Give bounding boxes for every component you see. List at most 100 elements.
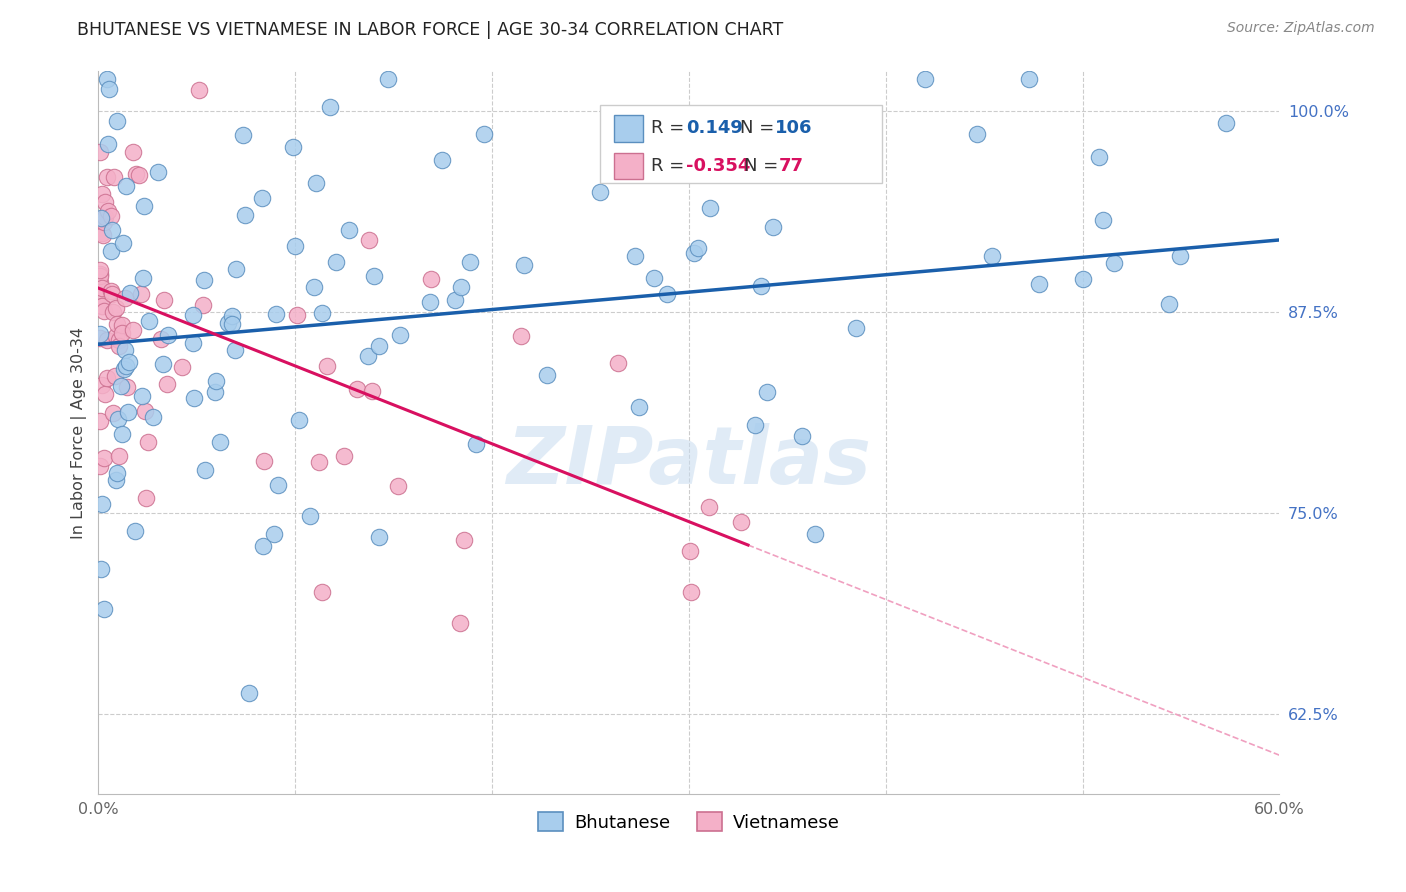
Point: [264, 307, 287, 321]
Point: [224, 343, 246, 358]
Point: [91, 281, 114, 295]
Point: [221, 309, 243, 323]
Point: [101, 305, 124, 319]
Point: [122, 323, 145, 337]
Point: [359, 233, 381, 247]
Point: [472, 127, 495, 141]
Point: [263, 527, 285, 541]
Point: [325, 254, 347, 268]
Point: [188, 83, 211, 97]
Point: [90, 211, 112, 225]
Point: [225, 261, 247, 276]
Point: [643, 270, 665, 285]
Point: [337, 223, 360, 237]
Point: [914, 72, 936, 87]
Point: [96, 333, 118, 347]
Point: [115, 380, 138, 394]
Point: [105, 114, 128, 128]
Point: [170, 359, 193, 374]
Text: N =: N =: [744, 157, 783, 175]
Point: [450, 616, 472, 631]
Point: [252, 539, 274, 553]
Point: [419, 272, 441, 286]
Point: [93, 214, 115, 228]
Point: [132, 198, 155, 212]
Point: [419, 294, 441, 309]
Point: [114, 359, 136, 373]
Point: [131, 286, 153, 301]
Point: [90, 186, 112, 201]
Point: [90, 497, 112, 511]
Point: [744, 418, 766, 433]
Text: Source: ZipAtlas.com: Source: ZipAtlas.com: [1227, 21, 1375, 36]
Point: [105, 301, 128, 316]
Point: [89, 331, 111, 345]
Point: [110, 379, 132, 393]
Text: -0.354: -0.354: [686, 157, 751, 175]
Point: [679, 544, 702, 558]
Point: [93, 387, 115, 401]
Point: [128, 168, 150, 182]
Point: [305, 177, 328, 191]
Point: [91, 226, 114, 240]
Point: [319, 100, 342, 114]
Point: [108, 334, 131, 348]
Point: [114, 179, 136, 194]
Point: [118, 285, 141, 300]
Point: [1088, 150, 1111, 164]
Point: [444, 293, 467, 307]
Point: [966, 127, 988, 141]
Point: [112, 235, 135, 250]
Text: BHUTANESE VS VIETNAMESE IN LABOR FORCE | AGE 30-34 CORRELATION CHART: BHUTANESE VS VIETNAMESE IN LABOR FORCE |…: [77, 21, 783, 39]
Legend: Bhutanese, Vietnamese: Bhutanese, Vietnamese: [530, 805, 848, 839]
Point: [458, 255, 481, 269]
Point: [681, 584, 703, 599]
Point: [89, 458, 111, 473]
Point: [111, 426, 134, 441]
Point: [93, 602, 115, 616]
Point: [91, 299, 114, 313]
Point: [105, 466, 128, 480]
Point: [156, 327, 179, 342]
Point: [233, 208, 256, 222]
Point: [205, 374, 228, 388]
Point: [91, 211, 114, 226]
Point: [104, 368, 127, 383]
Point: [91, 228, 114, 243]
Point: [89, 269, 111, 284]
Point: [308, 455, 330, 469]
Point: [204, 384, 226, 399]
Point: [311, 585, 333, 599]
Point: [285, 308, 308, 322]
Point: [266, 477, 288, 491]
Point: [388, 327, 411, 342]
Point: [311, 306, 333, 320]
Point: [730, 515, 752, 529]
Point: [1102, 256, 1125, 270]
Point: [108, 339, 131, 353]
Point: [94, 210, 117, 224]
Point: [91, 299, 114, 313]
Point: [101, 286, 124, 301]
Point: [1028, 277, 1050, 291]
Point: [627, 400, 650, 414]
Point: [104, 329, 127, 343]
Point: [181, 308, 204, 322]
Point: [790, 429, 813, 443]
Point: [114, 343, 136, 357]
Point: [430, 153, 453, 168]
Point: [112, 361, 135, 376]
Point: [117, 405, 139, 419]
Point: [1168, 249, 1191, 263]
Point: [105, 318, 128, 332]
Point: [209, 434, 232, 449]
Point: [217, 316, 239, 330]
Point: [90, 562, 112, 576]
Point: [89, 263, 111, 277]
Point: [124, 524, 146, 539]
Point: [114, 291, 136, 305]
Point: [193, 273, 215, 287]
Point: [135, 491, 157, 506]
Point: [101, 406, 124, 420]
Point: [357, 349, 380, 363]
